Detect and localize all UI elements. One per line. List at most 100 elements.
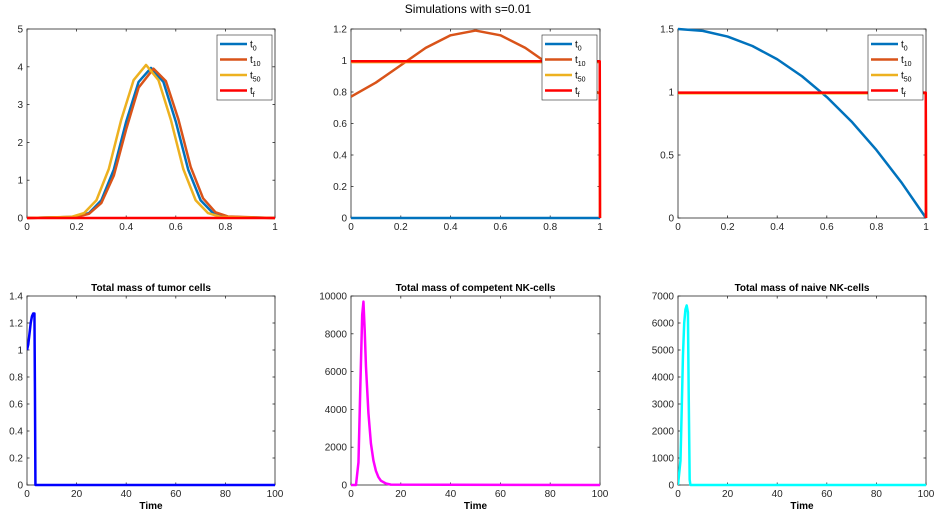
x-tick-label: 0.4 (444, 222, 458, 233)
x-tick-label: 0.2 (721, 222, 735, 233)
x-tick-label: 40 (772, 489, 784, 500)
axes-title: Total mass of competent NK-cells (396, 283, 556, 294)
legend-entry-base: t (250, 55, 253, 66)
y-tick-label: 1.5 (660, 25, 674, 36)
y-tick-label: 0.4 (333, 151, 347, 162)
legend-entry-base: t (901, 55, 904, 66)
y-tick-label: 0 (668, 481, 674, 492)
x-tick-label: 60 (821, 489, 833, 500)
x-tick-label: 0 (348, 489, 354, 500)
legend-entry: t10 (901, 55, 912, 68)
x-tick-label: 40 (445, 489, 457, 500)
legend-entry-base: t (250, 71, 253, 82)
y-tick-label: 6000 (652, 319, 675, 330)
series-line-s0 (351, 300, 601, 487)
x-tick-label: 0.6 (820, 222, 834, 233)
subplot-4: 0 20 40 60 80 100 0 0.2 0.4 0.6 0.8 1 1.2 1.4 Total ma… (9, 283, 284, 512)
y-tick-label: 0.2 (333, 182, 347, 193)
legend-entry-base: t (575, 86, 578, 97)
axes-frame (26, 295, 276, 486)
legend-entry-base: t (901, 71, 904, 82)
x-tick-label: 1 (597, 222, 603, 233)
legend-entry-subscript: 10 (253, 61, 261, 68)
x-tick-label: 0 (675, 222, 681, 233)
legend-entry-subscript: f (253, 92, 255, 99)
legend-box (541, 34, 598, 101)
x-tick-label: 100 (592, 489, 609, 500)
legend-entry: t10 (575, 55, 586, 68)
legend-entry-base: t (575, 71, 578, 82)
y-tick-label: 0.4 (9, 427, 23, 438)
y-tick-label: 2 (17, 138, 23, 149)
x-axis-label: Time (464, 501, 488, 512)
x-tick-label: 0 (24, 222, 30, 233)
legend-entry-subscript: 0 (904, 46, 908, 53)
legend-box (216, 34, 273, 101)
axes-frame (677, 295, 927, 486)
x-tick-label: 20 (71, 489, 83, 500)
y-tick-label: 1 (668, 88, 674, 99)
series-line-t10 (27, 67, 276, 220)
x-tick-label: 80 (545, 489, 557, 500)
y-tick-label: 0 (17, 481, 23, 492)
legend-entry-subscript: 10 (578, 61, 586, 68)
figure-suptitle: Simulations with s=0.01 (405, 2, 532, 16)
y-tick-label: 5 (17, 25, 23, 36)
legend-entry-base: t (901, 40, 904, 51)
y-tick-label: 1 (341, 56, 347, 67)
y-tick-label: 3000 (652, 400, 675, 411)
legend-entry-subscript: 50 (253, 77, 261, 84)
legend-entry-base: t (575, 55, 578, 66)
x-tick-label: 100 (918, 489, 935, 500)
y-tick-label: 2000 (325, 443, 348, 454)
legend-entry: t50 (575, 71, 586, 84)
legend-entry: t50 (250, 71, 261, 84)
y-tick-label: 0.6 (9, 400, 23, 411)
x-tick-label: 80 (220, 489, 232, 500)
legend-entry-subscript: 50 (904, 77, 912, 84)
x-tick-label: 0.8 (869, 222, 883, 233)
x-tick-label: 0.2 (394, 222, 408, 233)
x-tick-label: 0.8 (218, 222, 232, 233)
y-tick-label: 4000 (652, 373, 675, 384)
x-axis-label: Time (790, 501, 814, 512)
series-line-t0 (678, 27, 928, 219)
x-tick-label: 20 (395, 489, 407, 500)
legend-entry-base: t (250, 40, 253, 51)
axes-title: Total mass of naive NK-cells (735, 283, 870, 294)
x-tick-label: 20 (722, 489, 734, 500)
legend-entry-subscript: 10 (904, 61, 912, 68)
x-tick-label: 1 (272, 222, 278, 233)
y-tick-label: 6000 (325, 367, 348, 378)
y-tick-label: 4000 (325, 405, 348, 416)
y-tick-label: 0 (341, 481, 347, 492)
subplot-2: 0 0.2 0.4 0.6 0.8 100.20.40.60.811.2t0t10t50t… (333, 25, 603, 234)
y-tick-label: 2000 (652, 427, 675, 438)
x-tick-label: 100 (267, 489, 284, 500)
x-tick-label: 0 (348, 222, 354, 233)
legend-box (867, 34, 924, 101)
legend-entry-subscript: f (904, 92, 906, 99)
y-tick-label: 0 (341, 214, 347, 225)
y-tick-label: 0.8 (333, 88, 347, 99)
y-tick-label: 1.2 (9, 319, 23, 330)
series-line-s0 (27, 312, 275, 487)
y-tick-label: 0.8 (9, 373, 23, 384)
legend-entry: t0 (575, 40, 582, 53)
legend-entry: t0 (250, 40, 257, 53)
y-tick-label: 1000 (652, 454, 675, 465)
x-tick-label: 0.8 (543, 222, 557, 233)
series-line-tf (678, 91, 928, 219)
subplot-6: 0 20 40 60 80 1000100020003000400050006000700… (652, 283, 935, 512)
y-tick-label: 1.2 (333, 25, 347, 36)
y-tick-label: 1 (17, 346, 23, 357)
x-tick-label: 60 (170, 489, 182, 500)
legend-entry-subscript: 0 (578, 46, 582, 53)
x-tick-label: 0 (675, 489, 681, 500)
series-line-tf (351, 60, 602, 219)
